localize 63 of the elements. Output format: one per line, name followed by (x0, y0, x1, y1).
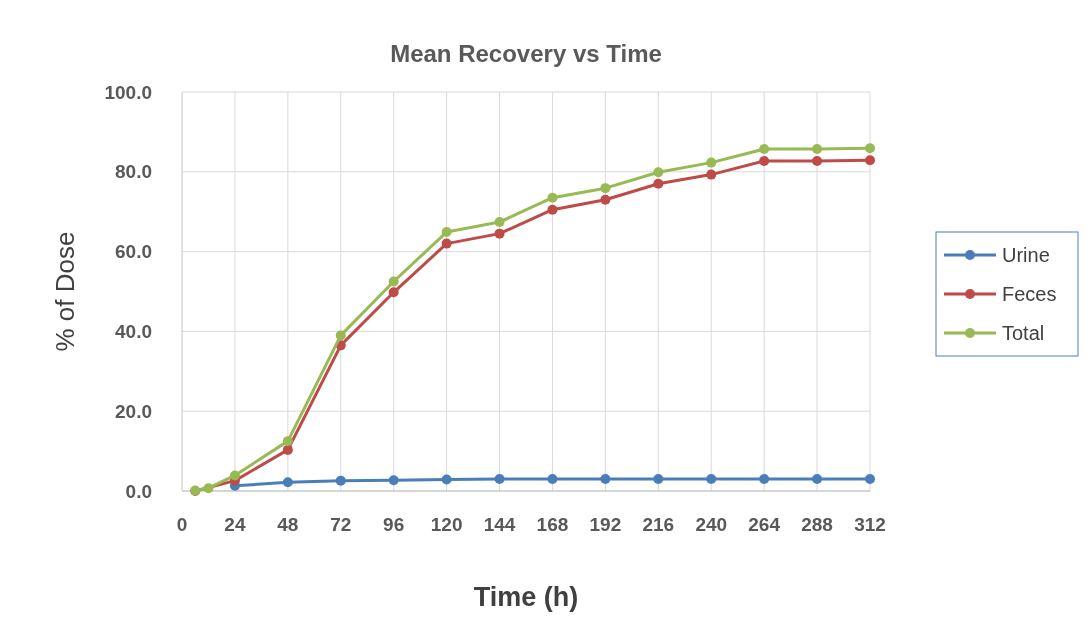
point (335, 330, 346, 341)
point (547, 192, 558, 203)
y-tick-label: 40.0 (115, 321, 152, 343)
x-tick-label: 144 (483, 514, 516, 535)
y-tick-label: 0.0 (125, 480, 152, 502)
point (600, 474, 611, 485)
point (282, 444, 293, 455)
point (388, 276, 399, 287)
point (706, 157, 717, 168)
x-tick-label: 288 (801, 514, 833, 535)
point (812, 156, 823, 167)
point (388, 287, 399, 298)
point (653, 167, 664, 178)
point (759, 144, 770, 155)
point (441, 238, 452, 249)
y-tick-label: 60.0 (115, 241, 152, 263)
legend-label: Total (1002, 322, 1045, 344)
point (812, 144, 823, 155)
x-tick-label: 24 (224, 514, 246, 535)
point (759, 156, 770, 167)
x-tick-label: 48 (277, 514, 299, 535)
point (494, 228, 505, 239)
point (547, 474, 558, 485)
point (203, 483, 214, 494)
point (706, 169, 717, 180)
x-tick-label: 216 (642, 514, 675, 535)
x-axis-title: Time (h) (473, 582, 579, 612)
point (335, 475, 346, 486)
point (600, 183, 611, 194)
point (494, 474, 505, 485)
point (600, 194, 611, 205)
point (547, 204, 558, 215)
legend-label: Urine (1002, 244, 1050, 266)
point (812, 474, 823, 485)
point (282, 436, 293, 447)
point (388, 475, 399, 486)
point (653, 178, 664, 189)
point (706, 474, 717, 485)
y-axis-title: % of Dose (50, 231, 80, 352)
chart-title: Mean Recovery vs Time (390, 40, 662, 67)
y-tick-label: 80.0 (115, 161, 152, 183)
point (441, 227, 452, 238)
point (653, 474, 664, 485)
x-tick-label: 0 (176, 514, 188, 535)
x-tick-label: 264 (748, 514, 781, 535)
x-tick-label: 240 (695, 514, 728, 535)
point (865, 155, 875, 166)
x-tick-label: 192 (589, 514, 622, 535)
point (759, 474, 770, 485)
x-tick-label: 72 (330, 514, 352, 535)
x-tick-label: 96 (383, 514, 405, 535)
x-tick-label: 120 (430, 514, 463, 535)
point (494, 217, 505, 228)
point (865, 474, 875, 485)
y-tick-label: 20.0 (115, 400, 152, 422)
point (229, 470, 240, 481)
x-tick-label: 168 (536, 514, 569, 535)
legend-label: Feces (1002, 283, 1057, 305)
y-tick-label: 100.0 (104, 81, 152, 103)
x-tick-label: 312 (854, 514, 886, 535)
point (441, 474, 452, 485)
point (282, 477, 293, 488)
point (865, 143, 875, 154)
